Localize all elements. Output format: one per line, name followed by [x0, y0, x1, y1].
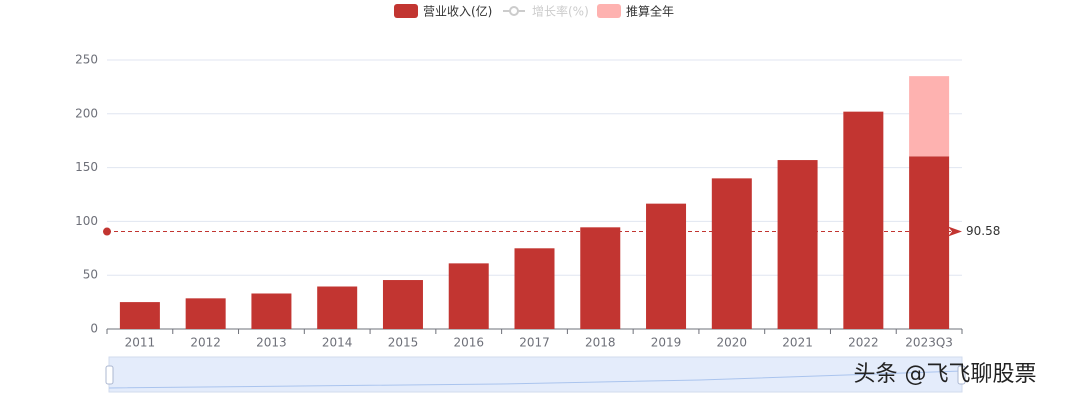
- bar: [251, 293, 292, 329]
- x-tick-label: 2016: [453, 336, 484, 350]
- bar: [843, 111, 884, 329]
- legend-label: 增长率(%): [532, 4, 589, 19]
- watermark: 头条 @飞飞聊股票: [854, 362, 1037, 387]
- bar: [646, 203, 687, 329]
- bar: [317, 286, 358, 329]
- legend-icon: [394, 4, 418, 18]
- legend-icon: [597, 4, 621, 18]
- x-tick-label: 2012: [190, 336, 221, 350]
- bar: [185, 298, 226, 329]
- x-tick-label: 2014: [322, 336, 353, 350]
- x-tick-label: 2019: [651, 336, 682, 350]
- x-tick-label: 2011: [125, 336, 156, 350]
- bar: [909, 76, 950, 157]
- average-line-label: 90.58: [966, 224, 1000, 238]
- y-tick-label: 50: [83, 268, 98, 282]
- legend-label: 推算全年: [626, 4, 674, 19]
- x-tick-label: 2021: [782, 336, 813, 350]
- zoom-handle[interactable]: [105, 365, 114, 385]
- bar: [777, 160, 818, 329]
- legend-item[interactable]: 增长率(%): [503, 4, 589, 19]
- y-tick-label: 200: [75, 106, 98, 120]
- legend-item[interactable]: 营业收入(亿): [394, 4, 492, 19]
- bar: [119, 302, 160, 329]
- x-tick-label: 2020: [717, 336, 748, 350]
- x-tick-label: 2018: [585, 336, 616, 350]
- data-zoom[interactable]: [105, 356, 966, 393]
- x-tick-label: 2013: [256, 336, 287, 350]
- y-tick-label: 250: [75, 53, 98, 67]
- y-tick-label: 0: [90, 322, 98, 336]
- average-line-start: [103, 227, 111, 236]
- x-tick-label: 2015: [388, 336, 419, 350]
- bar: [580, 227, 621, 329]
- zoom-handle[interactable]: [957, 365, 966, 385]
- zoom-shadow: [108, 370, 963, 389]
- legend-label: 营业收入(亿): [423, 4, 492, 19]
- legend-icon: [509, 6, 519, 16]
- bar: [909, 156, 950, 329]
- x-tick-label: 2023Q3: [905, 336, 953, 350]
- legend-item[interactable]: 推算全年: [597, 4, 674, 19]
- bar: [711, 178, 752, 329]
- bar: [514, 248, 555, 329]
- bar: [382, 280, 423, 329]
- x-tick-label: 2022: [848, 336, 879, 350]
- bar: [448, 263, 489, 329]
- y-tick-label: 100: [75, 214, 98, 228]
- y-tick-label: 150: [75, 160, 98, 174]
- x-tick-label: 2017: [519, 336, 550, 350]
- average-line-arrow: [948, 226, 962, 237]
